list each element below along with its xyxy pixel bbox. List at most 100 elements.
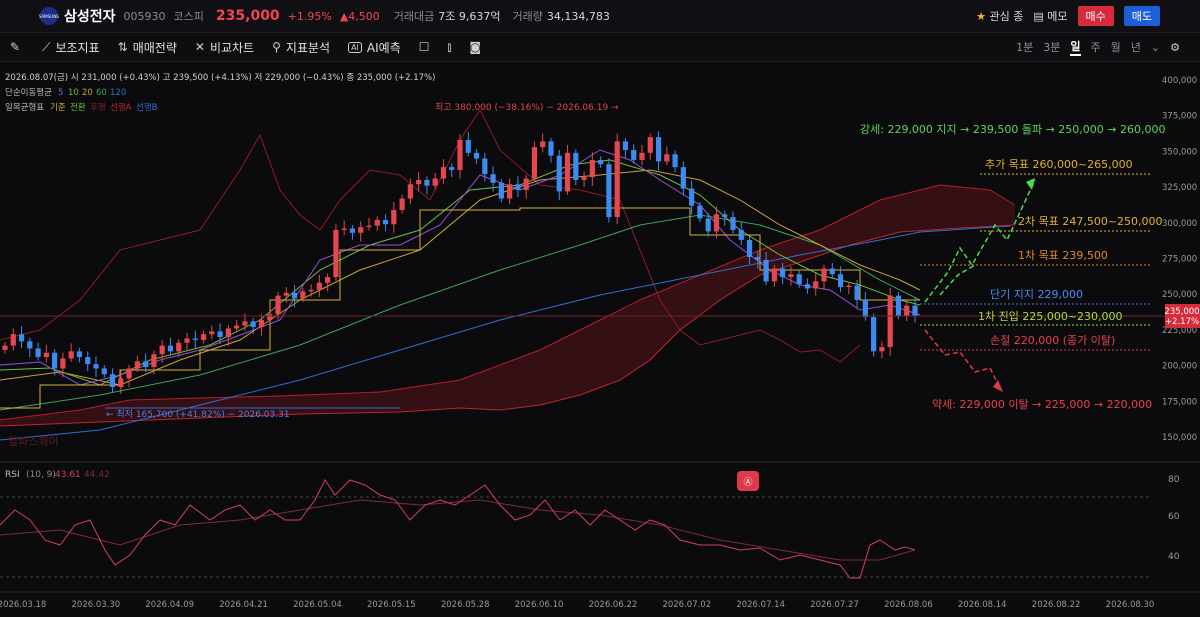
settings-icon[interactable]: ⚙ [1170,40,1180,54]
candle-body [35,348,41,358]
candle-body [217,331,223,338]
candle-body [606,164,612,218]
candle-body [176,342,182,352]
price-tick-label: 375,000 [1162,112,1197,122]
candle-body [85,357,91,365]
stock-name[interactable]: 삼성전자 [64,9,116,25]
candle-body [126,368,132,379]
ohlc-info: 2026.08.07(금) 시 231,000 (+0.43%) 고 239,5… [5,73,435,83]
target1-label: 1차 목표 239,500 [1018,249,1108,262]
date-tick-label: 2026.04.09 [145,600,194,610]
candle-body [871,317,877,352]
date-tick-label: 2026.07.14 [736,600,785,610]
candle-body [10,334,16,346]
ichimoku-senkou-b: 선행B [136,102,158,113]
candle-body [109,374,116,388]
candle-body [788,274,794,278]
extra-target-label: 추가 목표 260,000~265,000 [985,158,1133,171]
candle-body [713,214,720,232]
ai-predict-button[interactable]: AI AI예측 [348,39,401,56]
camera-icon: ◙ [469,40,482,54]
period-month[interactable]: 월 [1110,41,1121,54]
date-tick-label: 2026.06.10 [515,600,564,610]
candle-body [837,274,844,288]
date-tick-label: 2026.05.28 [441,600,490,610]
candle-type-button[interactable]: ⫾ [448,40,452,55]
period-day[interactable]: 일 [1070,38,1081,56]
buy-button[interactable]: 매수 [1077,6,1114,26]
analysis-button[interactable]: ⚲ 지표분석 [272,40,331,55]
ai-badge[interactable] [737,471,759,491]
candle-body [308,289,314,292]
ma20-value: 20 [82,88,93,98]
market-label: 코스피 [173,10,204,23]
price-tick-label: 225,000 [1162,326,1197,336]
price-tick-label: 325,000 [1162,183,1197,193]
candle-body [581,177,587,180]
period-year[interactable]: 년 [1130,41,1141,54]
candle-body [763,259,769,282]
analysis-icon: ⚲ [272,40,281,54]
watch-button[interactable]: ★ 관심 종 [976,10,1024,23]
period-week[interactable]: 주 [1090,41,1101,54]
volume-label: 거래량 [512,10,543,23]
memo-button[interactable]: ▤ 메모 [1033,10,1068,23]
candle-body [300,291,306,299]
screenshot-button[interactable]: ◙ [469,40,481,54]
candle-body [93,364,99,369]
candle-body [631,149,637,160]
candle-body [358,227,364,233]
candle-body [267,314,273,320]
ichimoku-label: 일목균형표 [5,103,44,113]
candle-body [573,152,579,180]
star-icon: ★ [976,10,986,23]
date-tick-label: 2026.03.18 [0,600,46,610]
candle-body [391,209,397,225]
candle-body [143,361,149,368]
ma120-value: 120 [110,88,126,98]
period-3min[interactable]: 3분 [1043,41,1061,54]
rsi-tick-80: 80 [1168,475,1180,485]
chevron-down-icon[interactable]: ⌄ [1150,40,1161,54]
candle-body [655,137,662,162]
candle-body [366,225,372,228]
support-label: 단기 지지 229,000 [990,288,1083,301]
candle-body [796,274,802,285]
candle-body [664,154,670,162]
ichimoku-cloud [0,185,1015,426]
candle-body [523,178,529,190]
price-axis[interactable]: 400,000 375,000 350,000 325,000 300,000 275,0… [1162,76,1197,443]
strategy-button[interactable]: ⇅ 매매전략 [117,40,177,55]
sell-button[interactable]: 매도 [1123,6,1160,26]
candle-body [639,152,645,160]
draw-tool-button[interactable]: ✎ [10,40,20,54]
date-tick-label: 2026.06.22 [589,600,638,610]
square-tool-button[interactable]: ☐ [419,40,430,54]
samsung-logo: SAMSUNG [39,7,59,25]
rsi-value-2: 44.42 [84,470,110,480]
candlestick-icon: ⫾ [447,39,452,54]
candle-body [349,228,356,233]
ma60-value: 60 [96,88,107,98]
candle-body [101,368,107,375]
candle-body [449,167,455,170]
candle-body [341,228,347,230]
candle-body [738,229,744,240]
indicators-button[interactable]: ⟋ 보조지표 [42,39,100,55]
entry-label: 1차 진입 225,000~230,000 [978,310,1123,323]
time-axis[interactable]: 2026.03.18 2026.03.30 2026.04.09 2026.04.21… [0,600,1154,610]
period-1min[interactable]: 1분 [1016,41,1034,54]
compare-button[interactable]: ✕ 비교차트 [194,40,255,55]
candle-body [622,141,629,150]
candle-body [755,257,761,260]
price-tick-label: 200,000 [1162,362,1197,372]
candle-body [291,292,298,299]
current-price: 235,000 [215,8,280,24]
ma120-line [0,225,1011,441]
memo-icon: ▤ [1033,10,1044,23]
candle-body [407,184,413,199]
rsi-params: (10, 9) [26,470,56,480]
candle-body [482,158,488,175]
candle-body [598,159,604,165]
